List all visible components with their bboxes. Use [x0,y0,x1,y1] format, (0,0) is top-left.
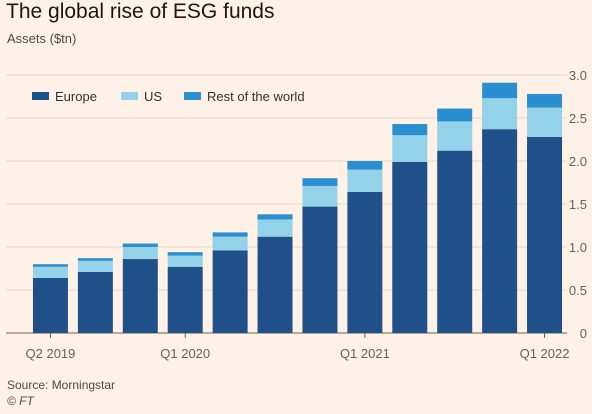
legend-label: US [144,89,162,104]
y-tick-labels: 0 0.5 1.0 1.5 2.0 2.5 3.0 [569,68,587,341]
bar-europe [32,277,68,333]
bar-rest-of-the-world [167,252,203,256]
y-axis-label: Assets ($tn) [7,31,77,46]
bar-europe [257,236,293,333]
bar-europe [122,259,158,333]
bar-us [437,121,473,151]
bar-us [527,107,563,137]
y-tick-label: 2.5 [569,111,587,126]
bar-us [392,135,428,162]
credit: © FT [7,394,34,408]
bar-us [32,266,68,278]
bar-us [212,236,248,251]
x-tick-labels: Q2 2019 Q1 2020 Q1 2021 Q1 2022 [26,333,570,361]
bar-us [482,98,518,130]
bar-rest-of-the-world [302,178,338,186]
bar-europe [437,150,473,333]
bar-rest-of-the-world [122,243,158,247]
bar-us [122,247,158,260]
bar-europe [212,250,248,333]
x-tick-label: Q2 2019 [26,346,76,361]
y-tick-label: 1.0 [569,240,587,255]
bar-rest-of-the-world [257,214,293,220]
y-tick-label: 2.0 [569,154,587,169]
x-tick-label: Q1 2021 [340,346,390,361]
bar-rest-of-the-world [392,124,428,136]
legend-swatch [121,92,138,100]
legend-label: Europe [55,89,97,104]
bar-rest-of-the-world [32,264,68,267]
bar-europe [527,136,563,333]
bar-rest-of-the-world [347,161,383,170]
bar-rest-of-the-world [77,258,113,261]
source-note: Source: Morningstar [7,378,116,392]
y-tick-label: 0.5 [569,283,587,298]
bar-europe [77,271,113,333]
chart-title: The global rise of ESG funds [6,0,275,23]
legend-swatch [32,92,49,100]
y-tick-label: 3.0 [569,68,587,83]
bar-us [167,255,203,267]
bar-europe [347,191,383,333]
y-tick-label: 0 [580,326,587,341]
x-tick-label: Q1 2020 [160,346,210,361]
x-tick-label: Q1 2022 [520,346,570,361]
legend-swatch [184,92,201,100]
legend: Europe US Rest of the world [32,89,305,104]
bar-europe [392,161,428,333]
bar-rest-of-the-world [527,93,563,108]
bar-us [257,219,293,237]
bar-us [347,169,383,192]
bars [32,82,563,333]
y-tick-label: 1.5 [569,197,587,212]
bar-europe [302,206,338,333]
bar-europe [167,266,203,333]
legend-label: Rest of the world [207,89,305,104]
bar-us [302,185,338,207]
bar-us [77,260,113,272]
bar-rest-of-the-world [212,232,248,237]
bar-chart: 0 0.5 1.0 1.5 2.0 2.5 3.0 Q2 2019 Q1 2020 Q1 202… [6,68,587,361]
bar-rest-of-the-world [437,108,473,122]
bar-europe [482,129,518,333]
bar-rest-of-the-world [482,82,518,99]
